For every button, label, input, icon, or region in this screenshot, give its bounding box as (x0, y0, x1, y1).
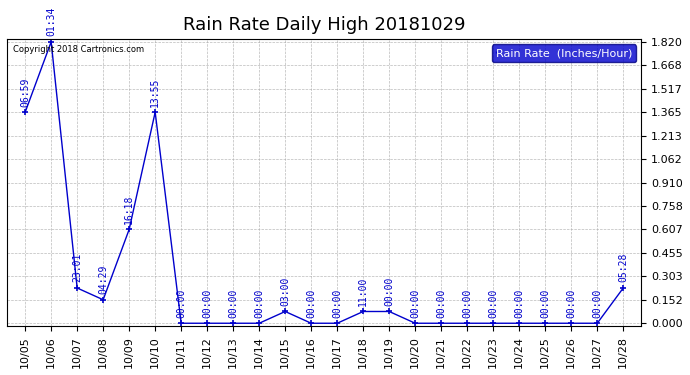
Legend: Rain Rate  (Inches/Hour): Rain Rate (Inches/Hour) (492, 44, 636, 62)
Text: 16:18: 16:18 (124, 195, 134, 224)
Text: 00:00: 00:00 (540, 288, 550, 318)
Text: 00:00: 00:00 (176, 288, 186, 318)
Text: 00:00: 00:00 (489, 288, 498, 318)
Text: 00:00: 00:00 (411, 288, 420, 318)
Text: Copyright 2018 Cartronics.com: Copyright 2018 Cartronics.com (13, 45, 144, 54)
Text: 05:28: 05:28 (618, 253, 629, 282)
Text: 00:00: 00:00 (332, 288, 342, 318)
Text: 11:00: 11:00 (358, 276, 368, 306)
Title: Rain Rate Daily High 20181029: Rain Rate Daily High 20181029 (183, 16, 466, 34)
Text: 00:00: 00:00 (306, 288, 316, 318)
Text: 00:00: 00:00 (384, 276, 394, 306)
Text: 23:01: 23:01 (72, 253, 82, 282)
Text: 01:34: 01:34 (46, 7, 56, 36)
Text: 06:59: 06:59 (20, 77, 30, 106)
Text: 03:00: 03:00 (280, 276, 290, 306)
Text: 04:29: 04:29 (98, 265, 108, 294)
Text: 00:00: 00:00 (202, 288, 213, 318)
Text: 00:00: 00:00 (436, 288, 446, 318)
Text: 00:00: 00:00 (592, 288, 602, 318)
Text: 00:00: 00:00 (228, 288, 238, 318)
Text: 13:55: 13:55 (150, 77, 160, 106)
Text: 00:00: 00:00 (514, 288, 524, 318)
Text: 00:00: 00:00 (566, 288, 576, 318)
Text: 00:00: 00:00 (462, 288, 472, 318)
Text: 00:00: 00:00 (254, 288, 264, 318)
